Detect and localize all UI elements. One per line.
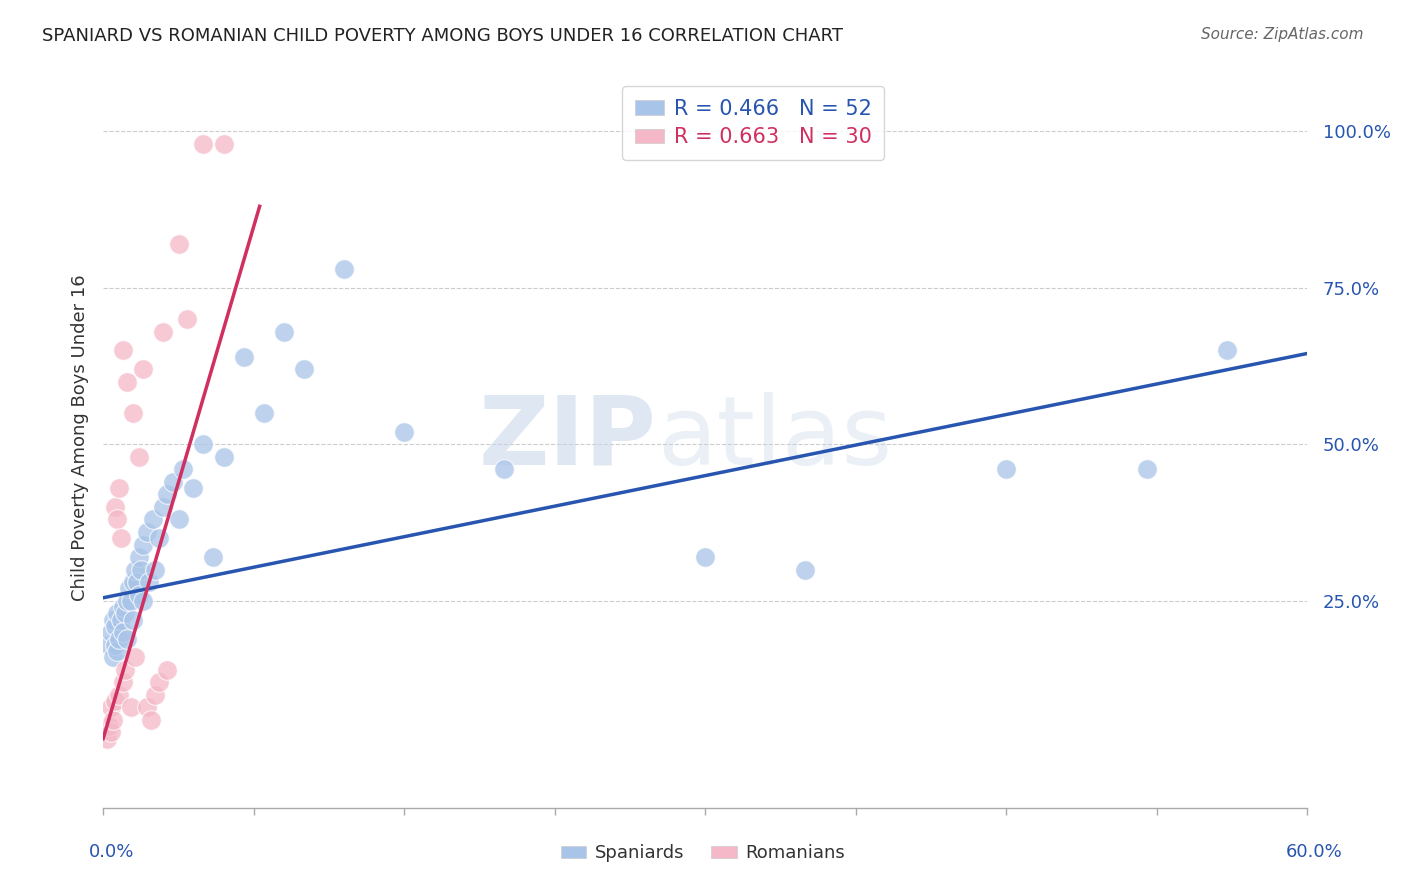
Point <box>143 563 166 577</box>
Point <box>122 406 145 420</box>
Text: 0.0%: 0.0% <box>89 843 134 861</box>
Point <box>108 688 131 702</box>
Point <box>98 719 121 733</box>
Point <box>292 362 315 376</box>
Point <box>212 450 235 464</box>
Point <box>132 594 155 608</box>
Point <box>1135 462 1157 476</box>
Text: 60.0%: 60.0% <box>1286 843 1343 861</box>
Point <box>112 343 135 358</box>
Point <box>693 550 716 565</box>
Legend: Spaniards, Romanians: Spaniards, Romanians <box>554 838 852 870</box>
Point <box>172 462 194 476</box>
Point <box>101 613 124 627</box>
Point <box>169 512 191 526</box>
Point <box>118 582 141 596</box>
Point <box>115 632 138 646</box>
Point <box>122 575 145 590</box>
Point <box>120 594 142 608</box>
Point <box>995 462 1018 476</box>
Point <box>108 481 131 495</box>
Point <box>152 325 174 339</box>
Point <box>156 487 179 501</box>
Point <box>794 563 817 577</box>
Point <box>101 650 124 665</box>
Point <box>112 625 135 640</box>
Point <box>101 713 124 727</box>
Point <box>212 136 235 151</box>
Point <box>105 512 128 526</box>
Point <box>100 700 122 714</box>
Point <box>128 550 150 565</box>
Point <box>333 262 356 277</box>
Text: ZIP: ZIP <box>479 392 657 484</box>
Point <box>112 675 135 690</box>
Point <box>129 563 152 577</box>
Point <box>141 713 163 727</box>
Point <box>114 607 136 621</box>
Point <box>132 537 155 551</box>
Point <box>202 550 225 565</box>
Point <box>136 700 159 714</box>
Point <box>124 563 146 577</box>
Text: atlas: atlas <box>657 392 891 484</box>
Point <box>108 632 131 646</box>
Point <box>128 450 150 464</box>
Point <box>110 531 132 545</box>
Point <box>105 607 128 621</box>
Point <box>127 575 149 590</box>
Point <box>104 619 127 633</box>
Point <box>193 136 215 151</box>
Point <box>148 675 170 690</box>
Point <box>143 688 166 702</box>
Point <box>96 731 118 746</box>
Point <box>112 600 135 615</box>
Point <box>114 663 136 677</box>
Text: SPANIARD VS ROMANIAN CHILD POVERTY AMONG BOYS UNDER 16 CORRELATION CHART: SPANIARD VS ROMANIAN CHILD POVERTY AMONG… <box>42 27 844 45</box>
Point <box>183 481 205 495</box>
Point <box>1216 343 1239 358</box>
Legend: R = 0.466   N = 52, R = 0.663   N = 30: R = 0.466 N = 52, R = 0.663 N = 30 <box>621 87 884 160</box>
Point <box>253 406 276 420</box>
Point <box>104 694 127 708</box>
Point <box>138 575 160 590</box>
Point <box>100 625 122 640</box>
Point <box>193 437 215 451</box>
Point <box>273 325 295 339</box>
Point <box>122 613 145 627</box>
Point <box>104 500 127 514</box>
Point <box>110 613 132 627</box>
Point <box>392 425 415 439</box>
Point <box>142 512 165 526</box>
Point <box>104 638 127 652</box>
Point <box>115 594 138 608</box>
Point <box>148 531 170 545</box>
Point <box>232 350 254 364</box>
Point <box>100 725 122 739</box>
Y-axis label: Child Poverty Among Boys Under 16: Child Poverty Among Boys Under 16 <box>72 275 89 601</box>
Point <box>105 644 128 658</box>
Point <box>128 588 150 602</box>
Point <box>124 650 146 665</box>
Point <box>115 375 138 389</box>
Point <box>162 475 184 489</box>
Point <box>494 462 516 476</box>
Text: Source: ZipAtlas.com: Source: ZipAtlas.com <box>1201 27 1364 42</box>
Point <box>156 663 179 677</box>
Point <box>152 500 174 514</box>
Point <box>98 638 121 652</box>
Point <box>132 362 155 376</box>
Point <box>120 700 142 714</box>
Point <box>176 312 198 326</box>
Point <box>169 236 191 251</box>
Point <box>136 524 159 539</box>
